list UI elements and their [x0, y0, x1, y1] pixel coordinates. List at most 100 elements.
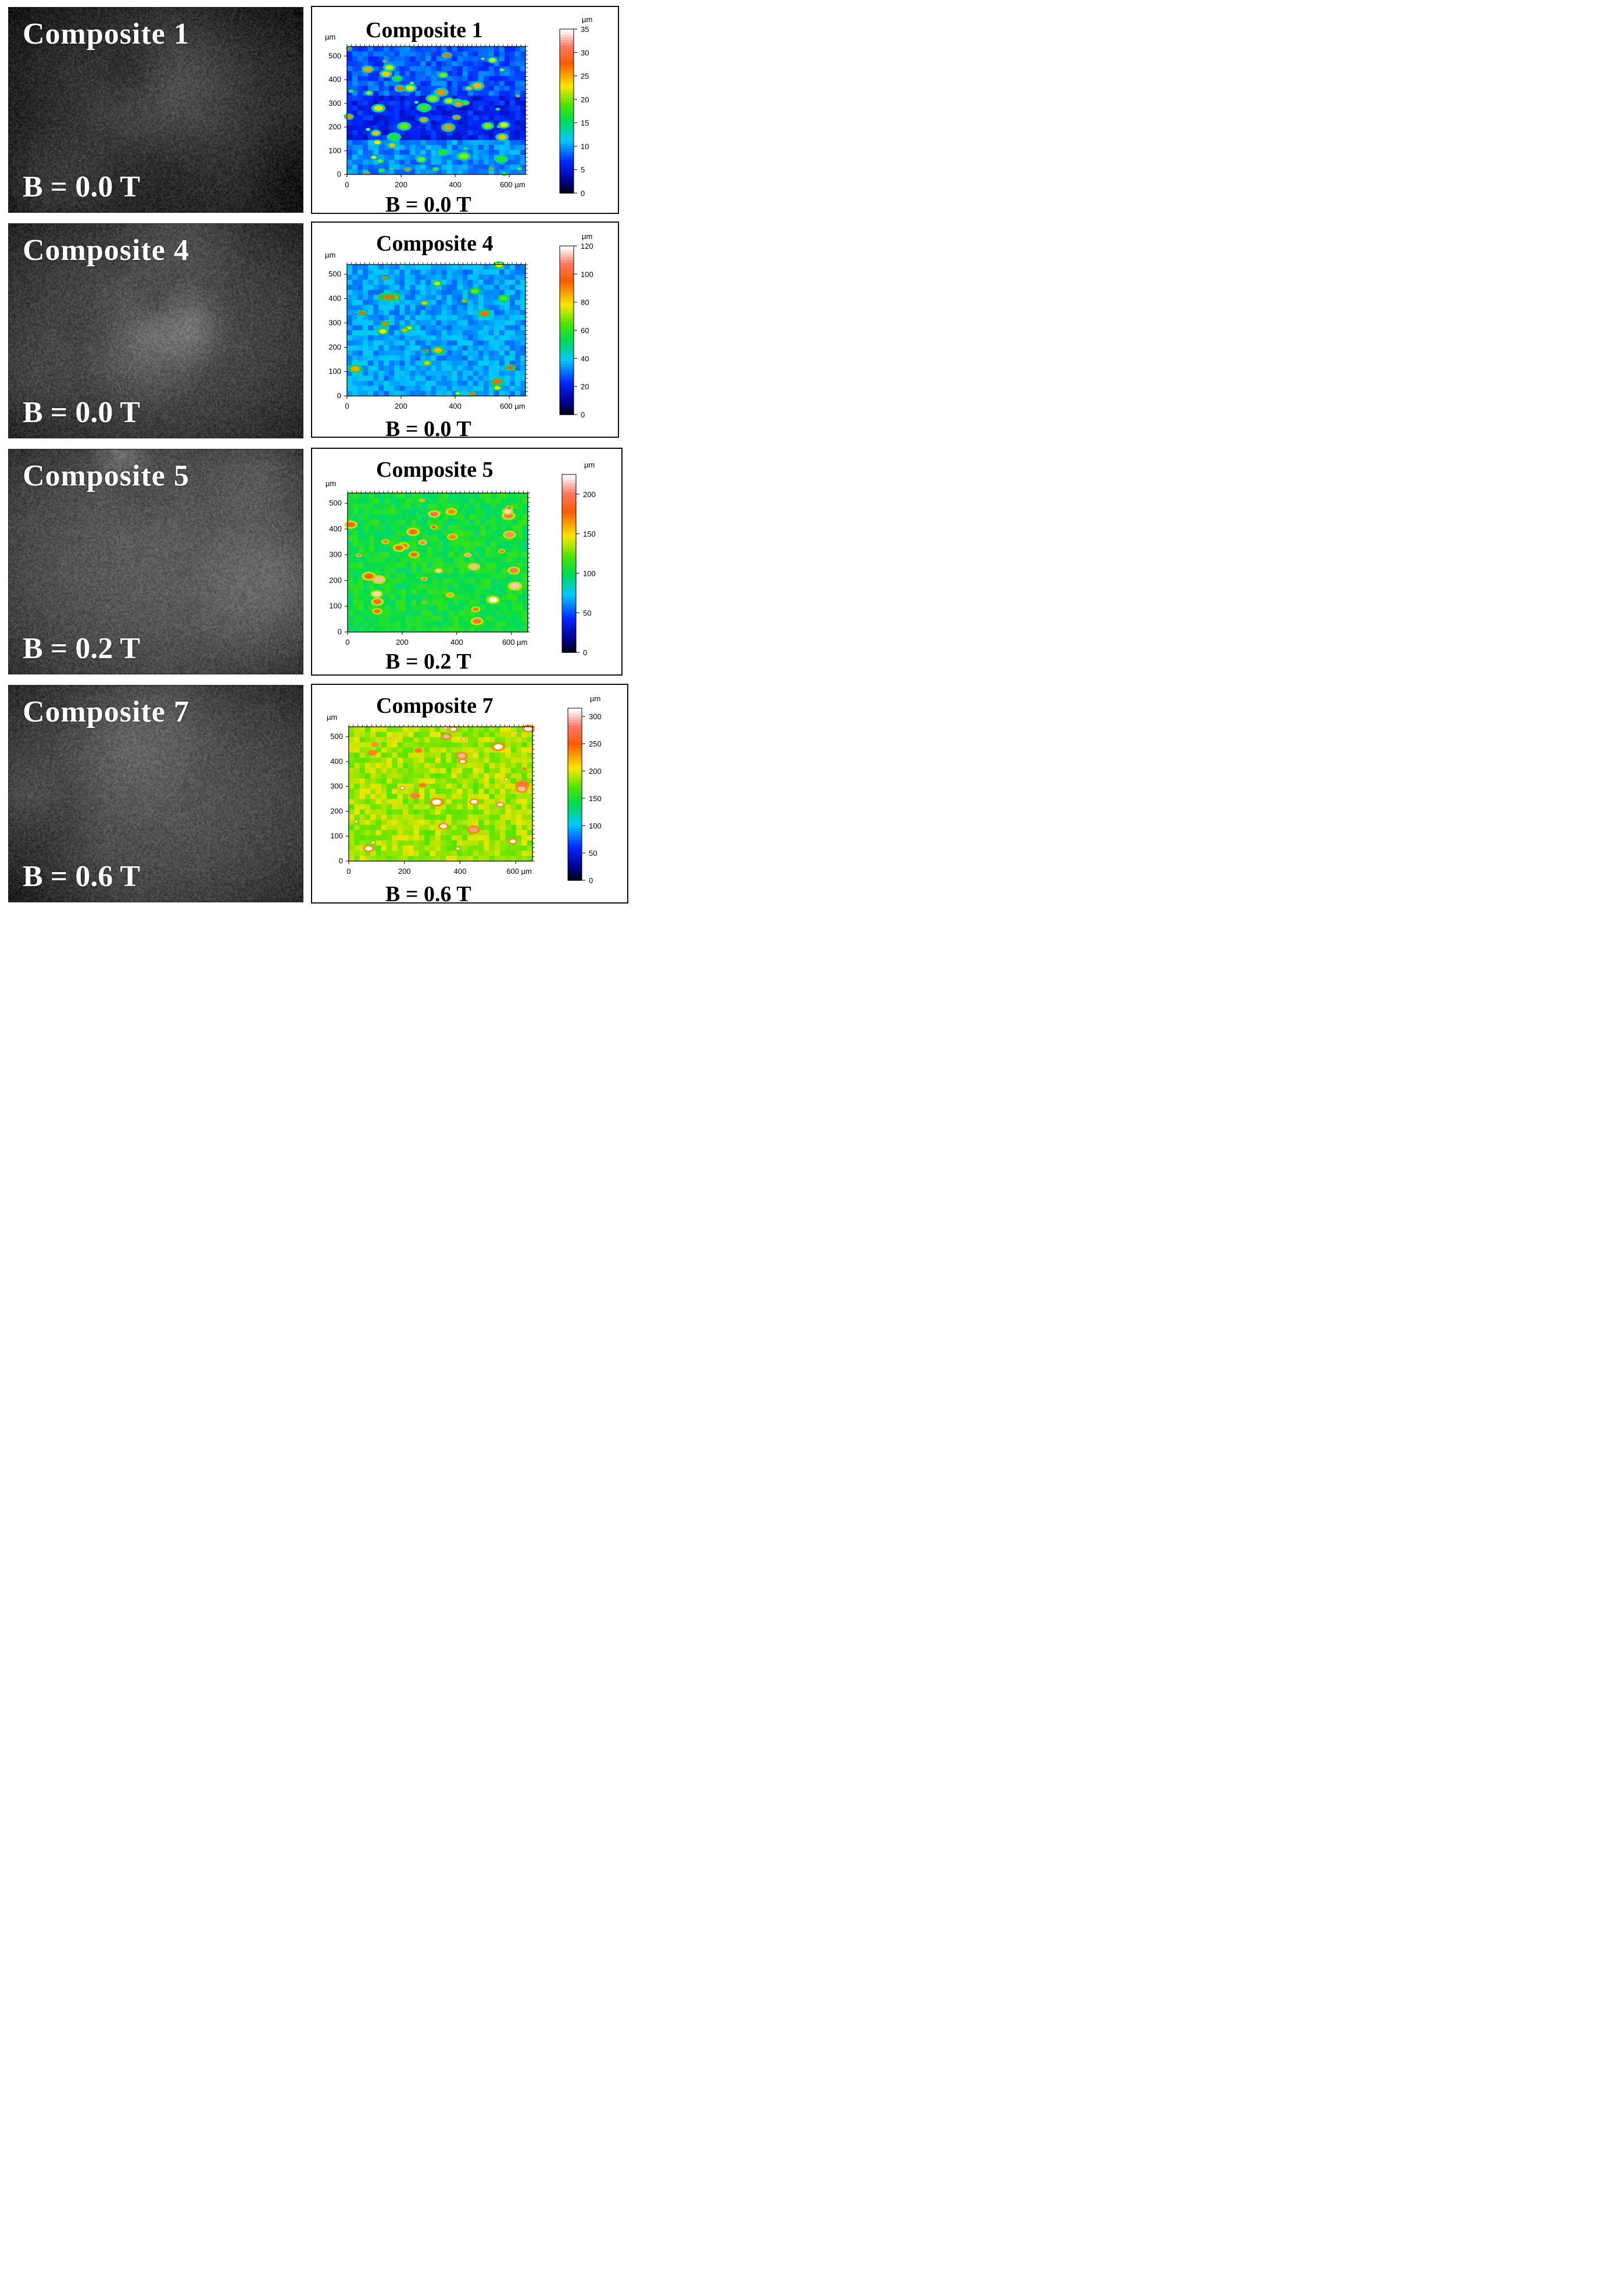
colorbar-tick-label: 0	[583, 648, 587, 657]
y-tick-label: 300	[330, 782, 343, 791]
y-tick-label: 400	[328, 294, 341, 303]
map-field-label: B = 0.0 T	[385, 417, 471, 441]
y-tick-label: 300	[328, 99, 341, 108]
y-tick-label: 100	[328, 367, 341, 376]
y-axis-unit: µm	[326, 479, 336, 488]
x-tick-label: 400	[449, 402, 462, 410]
profilometry-map-panel: 0 100 200 300 400 500 µm 0 200 400 600 µm µm 0 50 100 1…	[311, 684, 628, 906]
micrograph-texture	[9, 685, 303, 902]
colorbar-tick-label: 30	[581, 48, 589, 57]
colorbar-tick-label: 20	[581, 383, 589, 391]
colorbar-tick-label: 20	[581, 95, 589, 104]
surface-map	[344, 46, 526, 176]
y-tick-label: 200	[330, 806, 343, 815]
colorbar-unit: µm	[582, 232, 592, 241]
colorbar-tick-label: 35	[581, 25, 589, 34]
colorbar-tick-label: 120	[581, 242, 593, 251]
y-tick-label: 0	[339, 856, 343, 865]
x-tick-label: 0	[345, 402, 349, 410]
colorbar	[561, 474, 577, 653]
height-map: 0 100 200 300 400 500 µm 0 200 400 600 µm µm 0 5 10 15 2…	[325, 15, 592, 198]
photo-title: Composite 5	[23, 459, 189, 492]
x-tick-label: 200	[395, 180, 407, 189]
map-title: Composite 7	[376, 694, 493, 718]
y-tick-label: 400	[328, 75, 341, 84]
y-tick-label: 100	[329, 602, 342, 610]
y-tick-label: 300	[329, 550, 342, 559]
profilometry-map-panel: 0 100 200 300 400 500 µm 0 200 400 600 µm µm 0 20 40 60…	[311, 222, 619, 441]
y-tick-label: 0	[338, 627, 342, 636]
y-tick-label: 500	[330, 732, 343, 741]
map-title: Composite 5	[376, 458, 493, 482]
x-tick-label: 600 µm	[506, 867, 532, 876]
micrograph-texture	[9, 224, 303, 438]
photo-field-label: B = 0.0 T	[23, 396, 141, 429]
micrograph-photo: Composite 1 B = 0.0 T	[8, 7, 303, 213]
y-tick-label: 200	[329, 576, 342, 584]
x-tick-label: 600 µm	[500, 180, 525, 189]
colorbar-tick-label: 200	[583, 490, 596, 499]
photo-title: Composite 7	[23, 695, 189, 729]
y-tick-label: 500	[328, 270, 341, 278]
x-tick-label: 200	[396, 638, 409, 647]
colorbar-tick-label: 0	[581, 410, 585, 419]
micrograph-texture	[9, 8, 303, 212]
colorbar-tick-label: 50	[583, 609, 591, 617]
x-tick-label: 200	[398, 867, 411, 876]
colorbar-tick-label: 300	[589, 712, 602, 721]
y-tick-label: 500	[329, 499, 342, 508]
photo-field-label: B = 0.2 T	[23, 632, 141, 665]
micrograph-texture	[9, 449, 303, 674]
colorbar	[567, 708, 582, 881]
x-tick-label: 600 µm	[500, 402, 525, 410]
micrograph-photo: Composite 4 B = 0.0 T	[8, 223, 303, 438]
photo-field-label: B = 0.6 T	[23, 860, 141, 893]
colorbar-tick-label: 150	[589, 794, 602, 803]
y-tick-label: 400	[329, 524, 342, 533]
colorbar-tick-label: 10	[581, 142, 589, 151]
y-tick-label: 0	[337, 170, 341, 178]
map-field-label: B = 0.0 T	[385, 192, 471, 217]
y-tick-label: 0	[337, 391, 341, 400]
x-tick-label: 400	[450, 638, 463, 647]
photo-field-label: B = 0.0 T	[23, 170, 141, 203]
x-tick-label: 600 µm	[502, 638, 528, 647]
surface-map	[349, 724, 535, 862]
x-tick-label: 400	[454, 867, 467, 876]
height-map: 0 100 200 300 400 500 µm 0 200 400 600 µm µm 0 20 40 60…	[325, 232, 593, 419]
y-tick-label: 500	[328, 51, 341, 60]
y-tick-label: 100	[330, 831, 343, 840]
surface-map	[347, 261, 526, 397]
colorbar-tick-label: 200	[589, 767, 602, 776]
colorbar-tick-label: 80	[581, 298, 589, 307]
surface-map	[344, 493, 528, 633]
map-title: Composite 1	[366, 18, 483, 42]
map-title: Composite 4	[376, 231, 493, 256]
y-axis-unit: µm	[325, 251, 335, 259]
colorbar-unit: µm	[590, 694, 600, 703]
colorbar-tick-label: 100	[583, 569, 596, 578]
colorbar	[559, 28, 574, 194]
micrograph-photo: Composite 5 B = 0.2 T	[8, 449, 303, 674]
x-tick-label: 0	[345, 638, 349, 647]
profilometry-map-panel: 0 100 200 300 400 500 µm 0 200 400 600 µm µm 0 50 100 1…	[311, 448, 623, 676]
x-tick-label: 400	[449, 180, 462, 189]
colorbar-tick-label: 250	[589, 740, 602, 748]
colorbar-unit: µm	[584, 460, 595, 469]
y-tick-label: 300	[328, 318, 341, 327]
y-tick-label: 200	[328, 123, 341, 131]
y-tick-label: 200	[328, 342, 341, 351]
y-axis-unit: µm	[325, 33, 335, 41]
x-tick-label: 0	[345, 180, 349, 189]
colorbar-tick-label: 100	[589, 822, 602, 830]
y-axis-unit: µm	[327, 713, 337, 722]
colorbar-tick-label: 25	[581, 72, 589, 81]
height-map: 0 100 200 300 400 500 µm 0 200 400 600 µm µm 0 50 100 1…	[327, 694, 602, 885]
colorbar-tick-label: 60	[581, 326, 589, 335]
profilometry-map-panel: 0 100 200 300 400 500 µm 0 200 400 600 µm µm 0 5 10 15 2…	[311, 6, 619, 217]
colorbar-tick-label: 150	[583, 530, 596, 538]
photo-title: Composite 1	[23, 17, 189, 51]
colorbar-tick-label: 0	[581, 189, 585, 198]
colorbar-tick-label: 15	[581, 119, 589, 127]
colorbar-tick-label: 100	[581, 270, 593, 278]
